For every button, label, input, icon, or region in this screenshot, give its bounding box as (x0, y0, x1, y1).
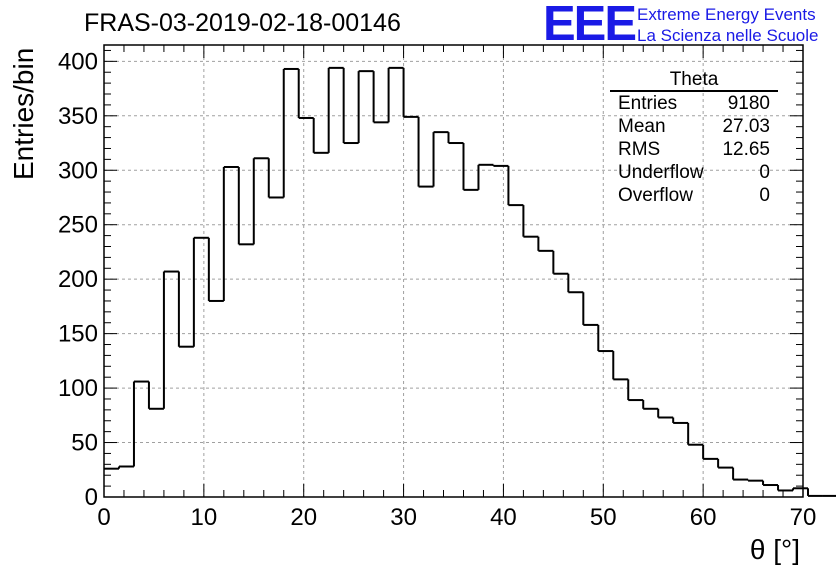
org-name-line2: La Scienza nelle Scuole (637, 26, 819, 45)
stats-label: Mean (618, 116, 666, 137)
x-tick-label: 10 (191, 504, 218, 531)
x-tick-label: 60 (690, 504, 717, 531)
org-name-line1: Extreme Energy Events (637, 5, 816, 24)
x-tick-label: 50 (590, 504, 617, 531)
y-tick-label: 0 (85, 484, 98, 511)
y-tick-label: 250 (58, 212, 98, 239)
run-title: FRAS-03-2019-02-18-00146 (84, 9, 401, 37)
y-tick-label: 350 (58, 103, 98, 130)
stats-label: Underflow (618, 162, 704, 183)
stats-box: Theta Entries 9180 Mean 27.03 RMS 12.65 … (610, 70, 778, 207)
y-axis-label: Entries/bin (8, 47, 39, 180)
stats-value: 9180 (727, 93, 770, 114)
stats-value: 0 (759, 162, 770, 183)
x-tick-label: 70 (790, 504, 817, 531)
stats-value: 27.03 (722, 116, 770, 137)
stats-value: 12.65 (722, 139, 770, 160)
y-tick-label: 150 (58, 321, 98, 348)
plot-frame (103, 44, 804, 498)
x-axis-label: θ [°] (749, 534, 800, 565)
y-tick-label: 100 (58, 375, 98, 402)
stats-row-rms: RMS 12.65 (610, 138, 778, 161)
eee-logo: EEE (543, 0, 637, 51)
stats-row-mean: Mean 27.03 (610, 115, 778, 138)
x-tick-label: 20 (290, 504, 317, 531)
y-tick-label: 400 (58, 48, 98, 75)
stats-row-underflow: Underflow 0 (610, 161, 778, 184)
y-tick-label: 200 (58, 266, 98, 293)
stats-label: RMS (618, 139, 661, 160)
stats-row-entries: Entries 9180 (610, 92, 778, 115)
stats-label: Overflow (618, 185, 693, 206)
x-tick-label: 0 (97, 504, 110, 531)
stats-row-overflow: Overflow 0 (610, 184, 778, 207)
x-tick-label: 40 (490, 504, 517, 531)
stats-label: Entries (618, 93, 678, 114)
y-tick-label: 300 (58, 157, 98, 184)
y-tick-label: 50 (71, 430, 98, 457)
x-tick-label: 30 (390, 504, 417, 531)
stats-histogram-name: Theta (610, 70, 778, 92)
stats-value: 0 (759, 185, 770, 206)
